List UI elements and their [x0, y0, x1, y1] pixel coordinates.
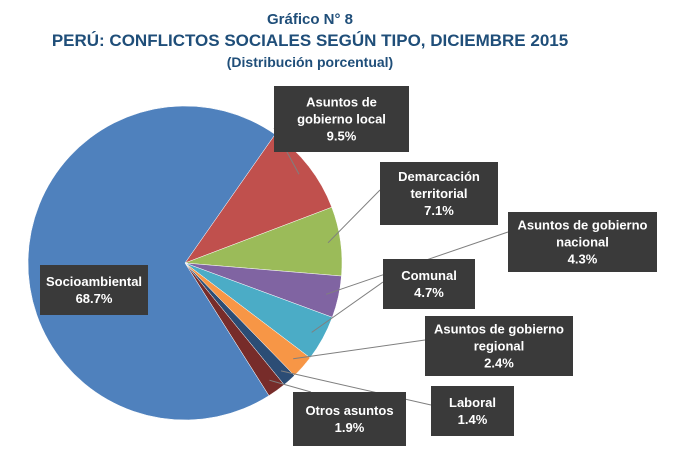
slice-label-asuntos-de-gobierno-nacional: Asuntos de gobierno nacional 4.3% — [508, 212, 657, 272]
slice-name: Demarcación — [398, 169, 480, 184]
slice-value: 4.7% — [414, 285, 444, 300]
slice-value: 4.3% — [568, 252, 598, 267]
leader-line-otros-asuntos — [269, 379, 312, 393]
slice-value: 7.1% — [424, 203, 454, 218]
slice-name: Laboral — [449, 395, 496, 410]
slice-name: Asuntos de gobierno — [434, 322, 564, 337]
slice-label-comunal: Comunal 4.7% — [383, 259, 475, 309]
pie-slice-socioambiental — [27, 105, 276, 421]
leader-line-comunal — [311, 281, 384, 333]
label-box — [274, 86, 409, 152]
slice-value: 1.9% — [335, 420, 365, 435]
slice-label-asuntos-de-gobierno-local: Asuntos de gobierno local 9.5% — [274, 86, 409, 152]
slice-label-socioambiental: Socioambiental 68.7% — [40, 265, 148, 315]
slice-name: regional — [474, 339, 525, 354]
label-box — [508, 212, 657, 272]
chart-subtitle: (Distribución porcentual) — [226, 54, 394, 70]
chart-title: PERÚ: CONFLICTOS SOCIALES SEGÚN TIPO, DI… — [51, 31, 569, 50]
leader-line-asuntos-de-gobierno-regional — [293, 339, 426, 360]
label-box — [40, 265, 148, 315]
figure-number: Gráfico N° 8 — [266, 11, 354, 28]
slice-name: territorial — [410, 186, 467, 201]
slice-labels: Asuntos de gobierno local 9.5% Demarcación t… — [40, 86, 657, 446]
label-box — [293, 392, 406, 446]
slice-value: 2.4% — [484, 356, 514, 371]
slice-label-demarcaci-n-territorial: Demarcación territorial 7.1% — [380, 162, 498, 225]
pie-slices — [27, 105, 343, 421]
label-box — [380, 162, 498, 225]
slice-value: 9.5% — [327, 129, 357, 144]
label-box — [431, 386, 514, 436]
slice-name: gobierno local — [297, 112, 386, 127]
slice-value: 68.7% — [76, 291, 113, 306]
slice-name: Comunal — [401, 268, 457, 283]
label-box — [425, 316, 573, 376]
leader-line-demarcaci-n-territorial — [327, 189, 381, 244]
label-box — [383, 259, 475, 309]
slice-label-laboral: Laboral 1.4% — [431, 386, 514, 436]
slice-name: Socioambiental — [46, 274, 142, 289]
slice-value: 1.4% — [458, 412, 488, 427]
slice-label-otros-asuntos: Otros asuntos 1.9% — [293, 392, 406, 446]
slice-name: Asuntos de — [306, 95, 377, 110]
slice-name: nacional — [556, 235, 609, 250]
slice-label-asuntos-de-gobierno-regional: Asuntos de gobierno regional 2.4% — [425, 316, 573, 376]
slice-name: Otros asuntos — [305, 403, 393, 418]
chart-titles: Gráfico N° 8 PERÚ: CONFLICTOS SOCIALES S… — [0, 10, 620, 72]
slice-name: Asuntos de gobierno — [518, 218, 648, 233]
